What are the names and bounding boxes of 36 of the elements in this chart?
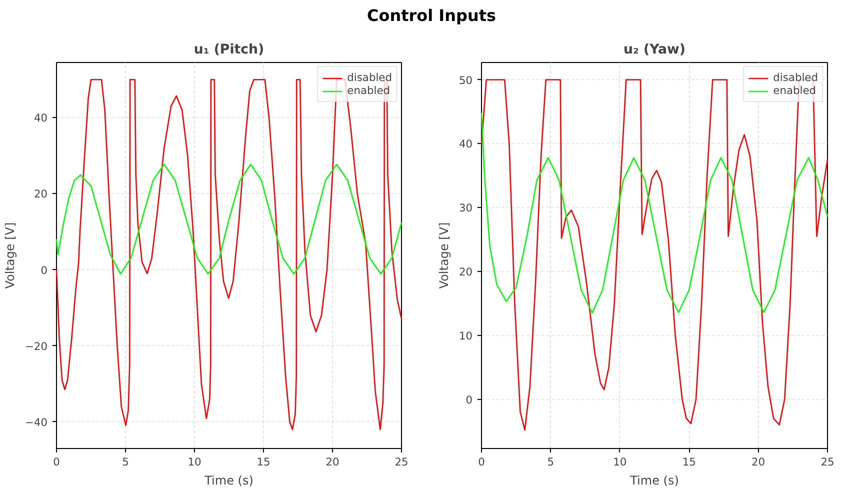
x-tick-label: 25 bbox=[820, 456, 834, 468]
chart-title: Control Inputs bbox=[366, 5, 498, 27]
y-tick-label: 40 bbox=[458, 138, 473, 151]
y-tick-label: 20 bbox=[458, 265, 473, 278]
y-axis-title: Voltage [V] bbox=[436, 222, 451, 289]
x-tick-label: 5 bbox=[122, 456, 129, 468]
y-tick-label: 30 bbox=[458, 202, 473, 215]
line-series bbox=[56, 164, 402, 275]
x-tick-label: 10 bbox=[613, 456, 627, 468]
x-tick-label: 0 bbox=[53, 456, 60, 468]
y-tick-label: 0 bbox=[40, 264, 48, 277]
y-tick-label: 10 bbox=[458, 329, 473, 342]
x-tick-label: 0 bbox=[478, 456, 486, 468]
line-series bbox=[480, 112, 828, 314]
y-tick-label: 50 bbox=[458, 74, 473, 87]
legend-label: enabled bbox=[773, 84, 816, 97]
chart-subtitle: u₁ (Pitch) bbox=[194, 42, 264, 58]
x-tick-label: 15 bbox=[256, 456, 270, 468]
chart-subtitle: u₂ (Yaw) bbox=[624, 42, 686, 58]
x-tick-label: 25 bbox=[394, 456, 408, 468]
y-tick-label: −20 bbox=[25, 340, 48, 353]
x-axis-title: Time (s) bbox=[204, 474, 254, 488]
legend-label: disabled bbox=[773, 71, 818, 84]
x-tick-label: 20 bbox=[752, 456, 766, 468]
x-axis-title: Time (s) bbox=[629, 474, 679, 488]
x-tick-label: 15 bbox=[682, 456, 696, 468]
y-tick-label: −40 bbox=[25, 416, 48, 429]
y-tick-label: 0 bbox=[466, 393, 473, 406]
y-axis-title: Voltage [V] bbox=[3, 222, 18, 289]
x-tick-label: 5 bbox=[547, 456, 554, 468]
x-tick-label: 20 bbox=[326, 456, 340, 468]
x-tick-label: 10 bbox=[188, 456, 202, 468]
y-tick-label: 20 bbox=[34, 188, 48, 201]
legend-label: disabled bbox=[347, 71, 392, 84]
legend-label: enabled bbox=[347, 84, 390, 97]
y-tick-label: 40 bbox=[34, 112, 48, 125]
